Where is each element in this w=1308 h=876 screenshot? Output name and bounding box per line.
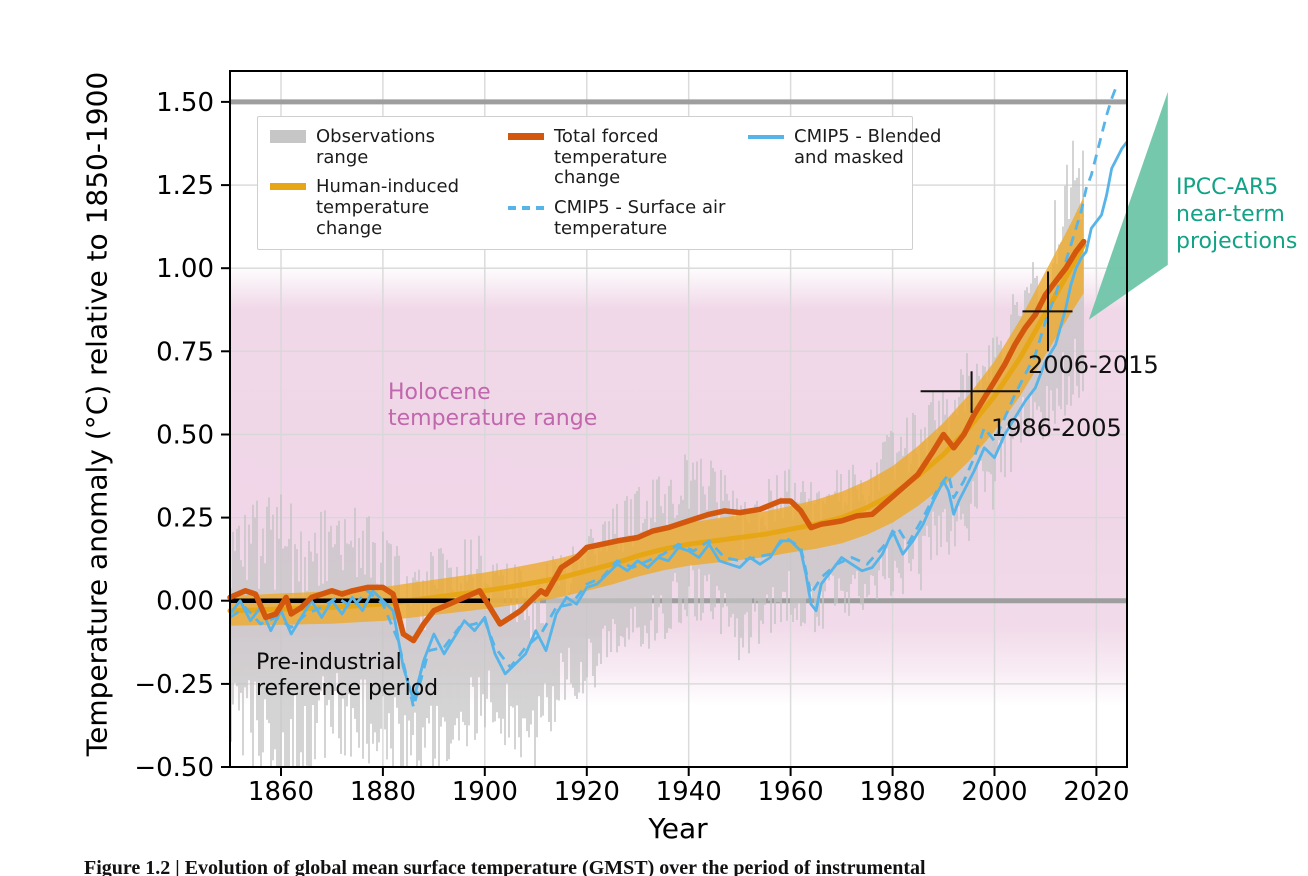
y-tick-label: 1.50 [156,88,214,118]
preindustrial-period-annotation: Pre-industrial reference period [256,650,439,702]
observations-range-swatch [270,130,306,143]
y-axis-label: Temperature anomaly (°C) relative to 185… [80,71,114,757]
legend-item-total-forced: Total forced temperature change [508,126,732,189]
total-forced-swatch [508,133,544,140]
cmip5-blended-swatch [748,135,784,139]
y-tick-label: −0.25 [134,670,214,700]
x-tick-label: 1900 [452,777,518,807]
x-axis-label: Year [648,812,708,845]
x-tick-label: 1920 [554,777,620,807]
legend-label: Total forced temperature change [554,126,668,189]
y-tick-label: 0.50 [156,421,214,451]
plot-border [229,70,1128,768]
holocene-range-annotation: Holocene temperature range [388,380,598,432]
legend-column-3: CMIP5 - Blended and masked [748,126,946,239]
y-tick-label: 0.25 [156,504,214,534]
cmip5-surface-swatch [508,206,544,211]
human-induced-swatch [270,183,306,191]
y-tick-label: 0.75 [156,337,214,367]
cmip5-surface-line [229,84,1119,709]
legend-column-1: Observations range Human-induced tempera… [270,126,492,239]
figure-caption: Figure 1.2 | Evolution of global mean su… [84,857,926,876]
reference-period-2006-2015-label: 2006-2015 [1028,351,1159,379]
x-tick-label: 1940 [656,777,722,807]
legend-item-cmip5-blended: CMIP5 - Blended and masked [748,126,946,168]
x-tick-label: 1860 [248,777,314,807]
x-tick-label: 1960 [758,777,824,807]
y-tick-label: 1.00 [156,254,214,284]
legend-label: Observations range [316,126,435,168]
ar5-projection-wedge [1088,91,1168,320]
legend: Observations range Human-induced tempera… [257,116,941,251]
y-tick-label: 0.00 [156,587,214,617]
legend-column-2: Total forced temperature change CMIP5 - … [508,126,732,239]
cmip5-blended-line [228,140,1129,702]
reference-cross [920,371,1020,413]
legend-item-human-induced: Human-induced temperature change [270,177,492,239]
y-tick-label: −0.50 [134,753,214,783]
y-tick-label: 1.25 [156,171,214,201]
legend-label: CMIP5 - Blended and masked [794,126,942,168]
reference-period-1986-2005-label: 1986-2005 [991,414,1122,442]
legend-item-observations: Observations range [270,126,492,168]
total-forced-line [227,238,1087,644]
legend-item-cmip5-surface: CMIP5 - Surface air temperature [508,197,732,239]
legend-label: Human-induced temperature change [316,176,460,239]
x-tick-label: 1980 [860,777,926,807]
legend-label: CMIP5 - Surface air temperature [554,197,726,239]
human-induced-band [230,196,1084,626]
x-tick-label: 1880 [350,777,416,807]
x-tick-label: 2000 [961,777,1027,807]
x-tick-label: 2020 [1063,777,1129,807]
reference-cross [1022,271,1073,352]
ipcc-ar5-projections-annotation: IPCC-AR5 near-term projections [1176,175,1298,254]
